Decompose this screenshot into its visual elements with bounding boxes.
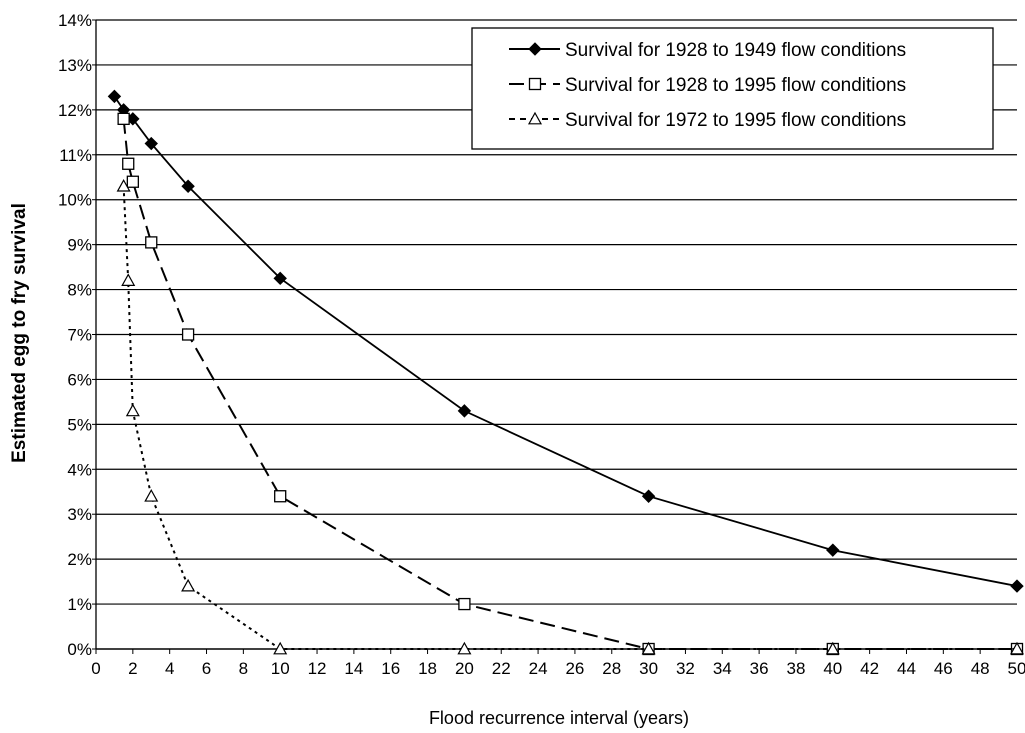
legend-label-1928-1995: Survival for 1928 to 1995 flow condition… (565, 75, 906, 96)
data-point-1972-1995 (116, 179, 131, 192)
y-tick-label: 6% (67, 370, 92, 389)
legend: Survival for 1928 to 1949 flow condition… (471, 27, 994, 150)
x-tick-label: 42 (860, 659, 879, 678)
data-point-1928-1995 (458, 597, 471, 611)
y-tick-label: 3% (67, 505, 92, 524)
series-line-1928-1949 (113, 95, 1018, 587)
legend-marker-1928-1949 (528, 42, 542, 56)
y-tick-label: 5% (67, 415, 92, 434)
x-tick-label: 26 (565, 659, 584, 678)
data-point-1928-1995 (181, 328, 195, 341)
series-1928-1949 (107, 89, 1024, 593)
series-group (107, 89, 1025, 656)
y-tick-label: 13% (58, 56, 92, 75)
data-point-1928-1949 (144, 136, 158, 151)
data-point-1972-1995 (1009, 641, 1025, 655)
x-tick-label: 40 (823, 659, 842, 678)
y-axis-ticks: 0% 1% 2% 3% 4% 5% 6% 7% 8% 9% 10% 11% 12% 13% 14% (58, 11, 96, 659)
legend-marker-1928-1995 (528, 77, 542, 91)
series-1928-1995 (117, 112, 1024, 656)
x-tick-label: 18 (418, 659, 437, 678)
y-tick-label: 2% (67, 550, 92, 569)
x-tick-label: 16 (381, 659, 400, 678)
x-tick-label: 8 (239, 659, 248, 678)
data-point-1972-1995 (125, 403, 140, 417)
y-tick-label: 1% (67, 595, 92, 614)
data-point-1928-1995 (145, 236, 158, 249)
x-tick-label: 36 (750, 659, 769, 678)
x-axis-ticks: 0 2 4 6 8 10 12 14 16 18 20 22 24 26 28 30 32 34 36 38 40 42 4… (91, 649, 1025, 678)
legend-label-1972-1995: Survival for 1972 to 1995 flow condition… (565, 110, 906, 131)
y-tick-label: 9% (67, 236, 92, 255)
y-tick-label: 11% (59, 146, 92, 165)
x-axis-title: Flood recurrence interval (years) (429, 708, 689, 728)
data-point-1972-1995 (457, 641, 472, 655)
data-point-1928-1949 (826, 543, 840, 557)
data-point-1972-1995 (641, 641, 656, 655)
data-point-1928-1949 (273, 271, 287, 286)
data-point-1928-1949 (181, 179, 195, 193)
x-tick-label: 30 (639, 659, 658, 678)
x-tick-label: 50 (1008, 659, 1025, 678)
x-tick-label: 46 (934, 659, 953, 678)
y-tick-label: 0% (67, 640, 92, 659)
x-tick-label: 48 (971, 659, 990, 678)
series-1972-1995 (116, 179, 1025, 655)
y-tick-label: 8% (67, 281, 92, 300)
x-tick-label: 4 (165, 659, 174, 678)
x-tick-label: 20 (455, 659, 474, 678)
data-point-1928-1949 (107, 89, 122, 104)
data-point-1928-1949 (457, 404, 472, 418)
legend-label-1928-1949: Survival for 1928 to 1949 flow condition… (565, 40, 906, 61)
x-tick-label: 2 (128, 659, 137, 678)
x-tick-label: 34 (713, 659, 732, 678)
x-tick-label: 22 (492, 659, 511, 678)
legend-marker-1972-1995 (527, 111, 543, 125)
y-tick-label: 7% (67, 326, 92, 345)
data-point-1928-1995 (126, 175, 139, 188)
y-axis-title: Estimated egg to fry survival (9, 203, 30, 463)
y-tick-label: 10% (58, 191, 92, 210)
x-tick-label: 14 (344, 659, 363, 678)
x-tick-label: 28 (602, 659, 621, 678)
data-point-1928-1995 (274, 490, 287, 503)
y-tick-label: 4% (67, 460, 92, 479)
y-tick-label: 12% (58, 101, 92, 120)
x-tick-label: 0 (91, 659, 100, 678)
data-point-1972-1995 (825, 641, 840, 655)
data-point-1972-1995 (121, 273, 136, 286)
y-tick-label: 14% (58, 11, 92, 30)
x-tick-label: 32 (676, 659, 695, 678)
series-line-1928-1995 (122, 118, 1017, 650)
data-point-1928-1949 (641, 489, 656, 503)
x-tick-label: 10 (271, 659, 290, 678)
x-tick-label: 38 (786, 659, 805, 678)
data-point-1972-1995 (181, 578, 196, 592)
x-tick-label: 12 (308, 659, 327, 678)
data-point-1928-1995 (122, 157, 135, 170)
data-point-1928-1949 (1010, 579, 1024, 593)
data-point-1928-1995 (117, 112, 130, 125)
x-tick-label: 44 (897, 659, 916, 678)
data-point-1972-1995 (144, 489, 159, 502)
data-point-1972-1995 (273, 641, 288, 655)
x-tick-label: 6 (202, 659, 211, 678)
series-line-1972-1995 (122, 186, 1017, 650)
x-tick-label: 24 (529, 659, 548, 678)
